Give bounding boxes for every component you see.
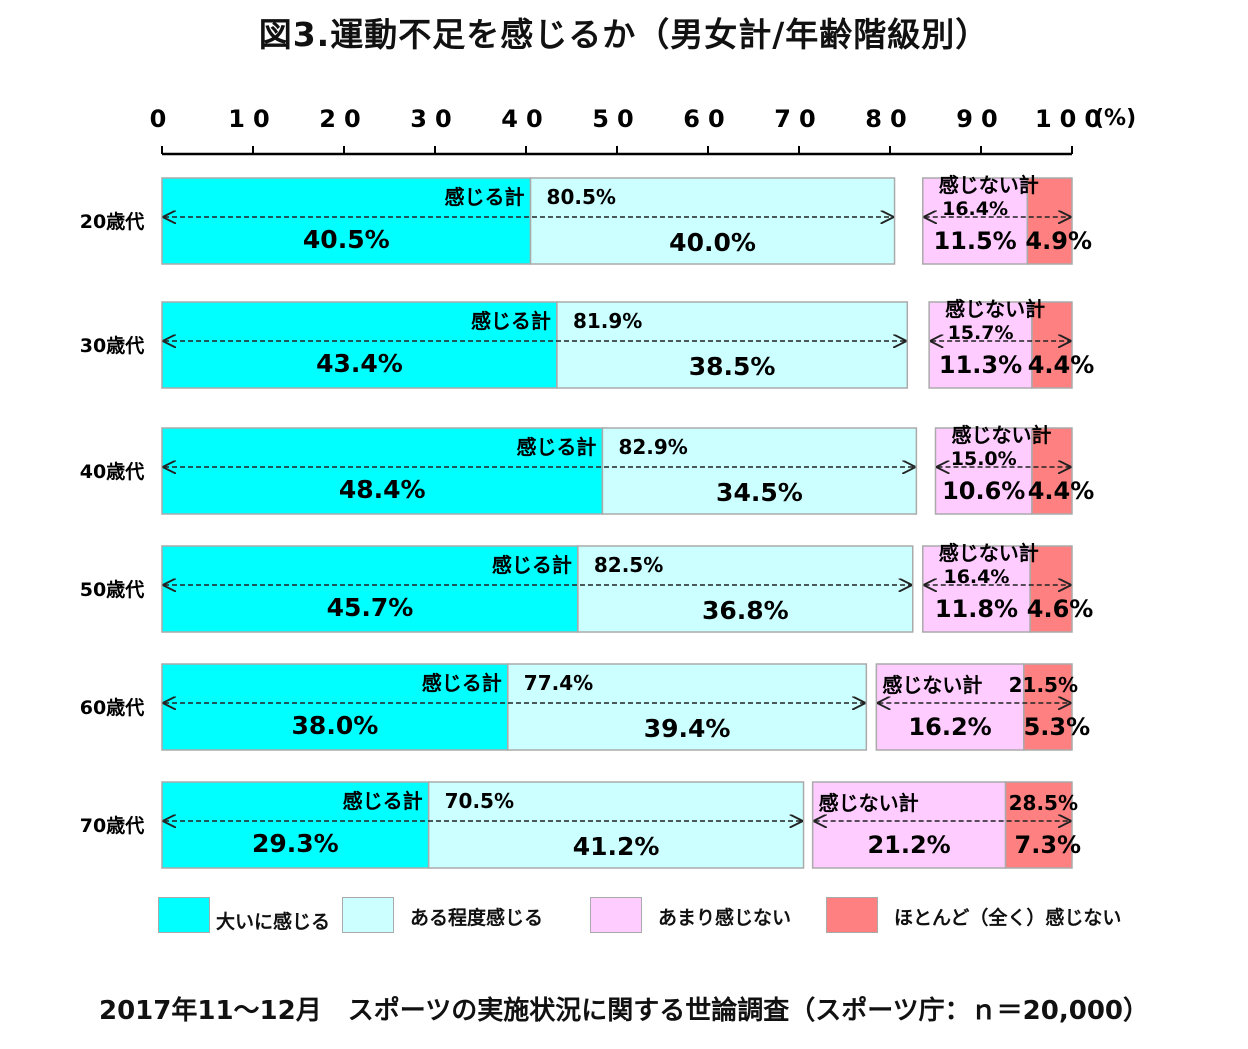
not-feel-total-value: 15.7% — [948, 322, 1014, 344]
x-tick-label: 50 — [592, 105, 641, 133]
not-feel-total-value: 16.4% — [942, 198, 1008, 220]
legend-swatch — [590, 897, 642, 933]
legend-label: ある程度感じる — [410, 907, 544, 929]
value-label-somewhat-feel: 39.4% — [644, 714, 731, 743]
x-tick-label: 20 — [319, 105, 368, 133]
value-label-strongly-feel: 40.5% — [303, 225, 390, 254]
category-label: 30歳代 — [80, 335, 144, 357]
not-feel-total-label: 感じない計 — [939, 541, 1039, 565]
value-label-somewhat-feel: 38.5% — [689, 352, 776, 381]
bar-row: 70歳代 感じる計 70.5% 感じない計 28.5% 29.3% 41.2% 21.2% 7.… — [80, 781, 1082, 869]
not-feel-total-value: 28.5% — [1009, 791, 1078, 815]
legend-label: 大いに感じる — [216, 911, 331, 933]
feel-total-value: 77.4% — [524, 671, 593, 695]
value-label-not-much: 16.2% — [908, 713, 991, 741]
x-axis: 0 10 20 30 40 50 60 70 80 90 100(%) — [150, 105, 1136, 156]
value-label-hardly-at-all: 5.3% — [1024, 713, 1091, 741]
value-label-hardly-at-all: 7.3% — [1015, 831, 1082, 859]
feel-total-label: 感じる計 — [516, 435, 596, 459]
not-feel-total-label: 感じない計 — [945, 297, 1045, 321]
legend-swatch — [826, 897, 878, 933]
feel-total-value: 81.9% — [573, 309, 642, 333]
feel-total-label: 感じる計 — [471, 309, 551, 333]
x-tick-label: 80 — [865, 105, 914, 133]
feel-total-value: 80.5% — [547, 185, 616, 209]
category-label: 70歳代 — [80, 815, 144, 837]
x-tick-label: 40 — [501, 105, 550, 133]
legend: 大いに感じる ある程度感じる あまり感じない ほとんど（全く）感じない — [158, 893, 1158, 941]
category-label: 20歳代 — [80, 211, 144, 233]
feel-total-label: 感じる計 — [343, 789, 423, 813]
not-feel-total-value: 21.5% — [1009, 673, 1078, 697]
value-label-hardly-at-all: 4.4% — [1028, 351, 1095, 379]
legend-label: ほとんど（全く）感じない — [894, 907, 1122, 929]
legend-swatch — [158, 897, 210, 933]
value-label-strongly-feel: 45.7% — [327, 593, 414, 622]
feel-total-label: 感じる計 — [492, 553, 572, 577]
value-label-somewhat-feel: 41.2% — [573, 832, 660, 861]
not-feel-total-value: 15.0% — [951, 448, 1017, 470]
not-feel-total-value: 16.4% — [943, 566, 1009, 588]
category-label: 50歳代 — [80, 579, 144, 601]
value-label-not-much: 11.8% — [935, 595, 1018, 623]
x-tick-label: 60 — [683, 105, 732, 133]
value-label-not-much: 11.3% — [939, 351, 1022, 379]
x-axis-unit-label: (%) — [1094, 106, 1136, 131]
source-note: 2017年11～12月 スポーツの実施状況に関する世論調査（スポーツ庁：ｎ＝20… — [98, 996, 1150, 1026]
category-label: 40歳代 — [80, 461, 144, 483]
value-label-hardly-at-all: 4.6% — [1027, 595, 1094, 623]
value-label-not-much: 21.2% — [867, 831, 950, 859]
feel-total-value: 82.5% — [594, 553, 663, 577]
value-label-somewhat-feel: 34.5% — [716, 478, 803, 507]
value-label-hardly-at-all: 4.9% — [1025, 227, 1092, 255]
x-tick-label: 100 — [1035, 105, 1109, 133]
value-label-hardly-at-all: 4.4% — [1028, 477, 1095, 505]
value-label-strongly-feel: 43.4% — [316, 349, 403, 378]
not-feel-total-label: 感じない計 — [952, 423, 1052, 447]
feel-total-label: 感じる計 — [445, 185, 525, 209]
legend-label: あまり感じない — [658, 907, 792, 929]
category-label: 60歳代 — [80, 697, 144, 719]
value-label-strongly-feel: 48.4% — [339, 475, 426, 504]
x-tick-label: 90 — [956, 105, 1005, 133]
x-tick-label: 70 — [774, 105, 823, 133]
x-tick-label: 0 — [150, 105, 175, 133]
chart-title: 図3.運動不足を感じるか（男女計/年齢階級別） — [258, 15, 990, 54]
value-label-not-much: 10.6% — [942, 477, 1025, 505]
feel-total-value: 82.9% — [618, 435, 687, 459]
value-label-strongly-feel: 38.0% — [292, 711, 379, 740]
not-feel-total-label: 感じない計 — [819, 791, 919, 815]
feel-total-label: 感じる計 — [422, 671, 502, 695]
bar-row: 60歳代 感じる計 77.4% 感じない計 21.5% 38.0% 39.4% 16.2% 5.… — [80, 663, 1091, 751]
x-tick-label: 30 — [410, 105, 459, 133]
feel-total-value: 70.5% — [445, 789, 514, 813]
x-tick-label: 10 — [228, 105, 277, 133]
legend-swatch — [342, 897, 394, 933]
not-feel-total-label: 感じない計 — [939, 173, 1039, 197]
value-label-somewhat-feel: 36.8% — [702, 596, 789, 625]
value-label-somewhat-feel: 40.0% — [669, 228, 756, 257]
value-label-strongly-feel: 29.3% — [252, 829, 339, 858]
value-label-not-much: 11.5% — [933, 227, 1016, 255]
not-feel-total-label: 感じない計 — [882, 673, 982, 697]
